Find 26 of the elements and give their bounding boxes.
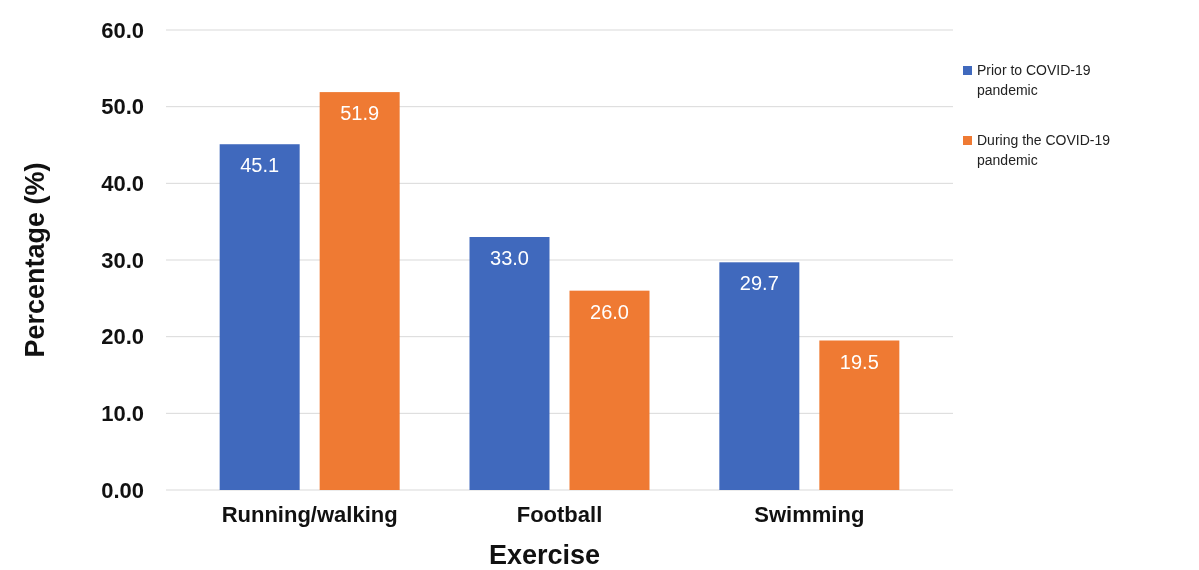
legend-label: During the COVID-19 pandemic bbox=[977, 132, 1111, 168]
y-tick-label: 20.0 bbox=[101, 324, 144, 350]
y-tick-label: 60.0 bbox=[101, 17, 144, 43]
bar bbox=[219, 144, 300, 490]
y-tick-label: 30.0 bbox=[101, 247, 144, 273]
x-tick-label: Football bbox=[516, 502, 603, 527]
x-tick-label: Running/walking bbox=[221, 502, 398, 527]
y-tick-label: 50.0 bbox=[101, 94, 144, 120]
bar bbox=[319, 92, 400, 490]
data-label: 19.5 bbox=[839, 350, 879, 373]
x-tick-label: Swimming bbox=[754, 502, 865, 527]
data-label: 51.9 bbox=[340, 102, 380, 125]
y-tick-label: 0.00 bbox=[101, 477, 144, 503]
y-axis-title: Percentage (%) bbox=[20, 162, 50, 358]
legend-label: Prior to COVID-19 pandemic bbox=[977, 62, 1091, 98]
data-label: 26.0 bbox=[590, 300, 629, 323]
bar bbox=[469, 237, 550, 490]
bar bbox=[569, 290, 650, 490]
data-label: 29.7 bbox=[739, 272, 779, 295]
x-axis-title: Exercise bbox=[488, 540, 601, 570]
bar bbox=[719, 262, 800, 490]
data-label: 33.0 bbox=[490, 247, 529, 269]
y-tick-label: 10.0 bbox=[101, 401, 144, 427]
data-label: 45.1 bbox=[240, 154, 280, 177]
y-tick-label: 40.0 bbox=[101, 171, 144, 197]
bar bbox=[819, 340, 900, 490]
